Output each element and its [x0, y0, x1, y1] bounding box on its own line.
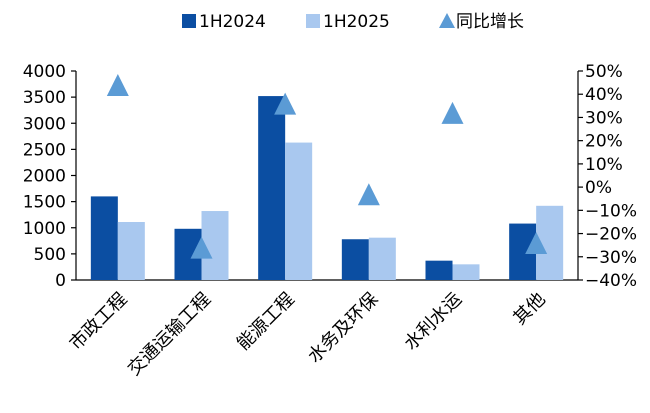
y-right-tick-label: 30% [585, 108, 623, 128]
bar-1h2024-3 [341, 239, 369, 280]
y-right-tick-label: 20% [585, 132, 623, 152]
growth-marker-3 [357, 183, 380, 206]
axes: 0 500 1000 1500 2000 2500 3000 3500 4000 −40% −30%… [23, 62, 637, 291]
category-label: 水务及环保 [304, 289, 382, 367]
bar-1h2025-4 [452, 264, 480, 280]
bar-1h2024-2 [258, 96, 286, 280]
category-label: 能源工程 [233, 289, 299, 355]
y-left-tick-label: 0 [55, 271, 66, 291]
bar-1h2024-4 [425, 260, 453, 280]
bar-1h2025-2 [285, 142, 313, 280]
legend-label: 同比增长 [456, 12, 524, 32]
y-right-tick-label: 40% [585, 85, 623, 105]
growth-marker-0 [106, 74, 129, 97]
y-right-tick-label: −40% [585, 271, 637, 291]
y-right-tick-label: 50% [585, 62, 623, 82]
y-left-tick-label: 3500 [23, 88, 66, 108]
y-left-tick-label: 1500 [23, 193, 66, 213]
y-right-tick-label: 0% [585, 178, 612, 198]
growth-marker-1 [190, 236, 213, 259]
y-left-tick-label: 2000 [23, 167, 66, 187]
markers [106, 74, 548, 259]
legend-swatch-1h2024 [182, 14, 196, 28]
y-left-tick-label: 500 [34, 245, 66, 265]
category-label: 市政工程 [66, 289, 132, 355]
y-left-tick-label: 3000 [23, 114, 66, 134]
legend-label: 1H2025 [323, 12, 390, 32]
legend-label: 1H2024 [199, 12, 266, 32]
bar-1h2025-3 [368, 237, 396, 280]
legend-swatch-1h2025 [306, 14, 320, 28]
bar-1h2024-0 [90, 196, 118, 280]
y-right-tick-label: −20% [585, 225, 637, 245]
bars [90, 96, 564, 280]
category-label: 交通运输工程 [124, 289, 215, 380]
legend: 1H2024 1H2025 同比增长 [182, 12, 524, 32]
growth-marker-4 [441, 101, 464, 124]
bar-1h2025-1 [201, 211, 229, 280]
y-left-tick-label: 1000 [23, 219, 66, 239]
y-right-tick-label: 10% [585, 155, 623, 175]
y-right-tick-label: −10% [585, 201, 637, 221]
growth-marker-2 [274, 92, 297, 115]
legend-swatch-growth [439, 13, 455, 28]
category-label: 其他 [509, 289, 549, 329]
y-right-tick-label: −30% [585, 248, 637, 268]
y-left-tick-label: 4000 [23, 62, 66, 82]
category-label: 水利水运 [400, 289, 466, 355]
y-left-tick-label: 2500 [23, 140, 66, 160]
growth-marker-5 [525, 231, 548, 254]
bar-1h2025-0 [117, 222, 145, 280]
